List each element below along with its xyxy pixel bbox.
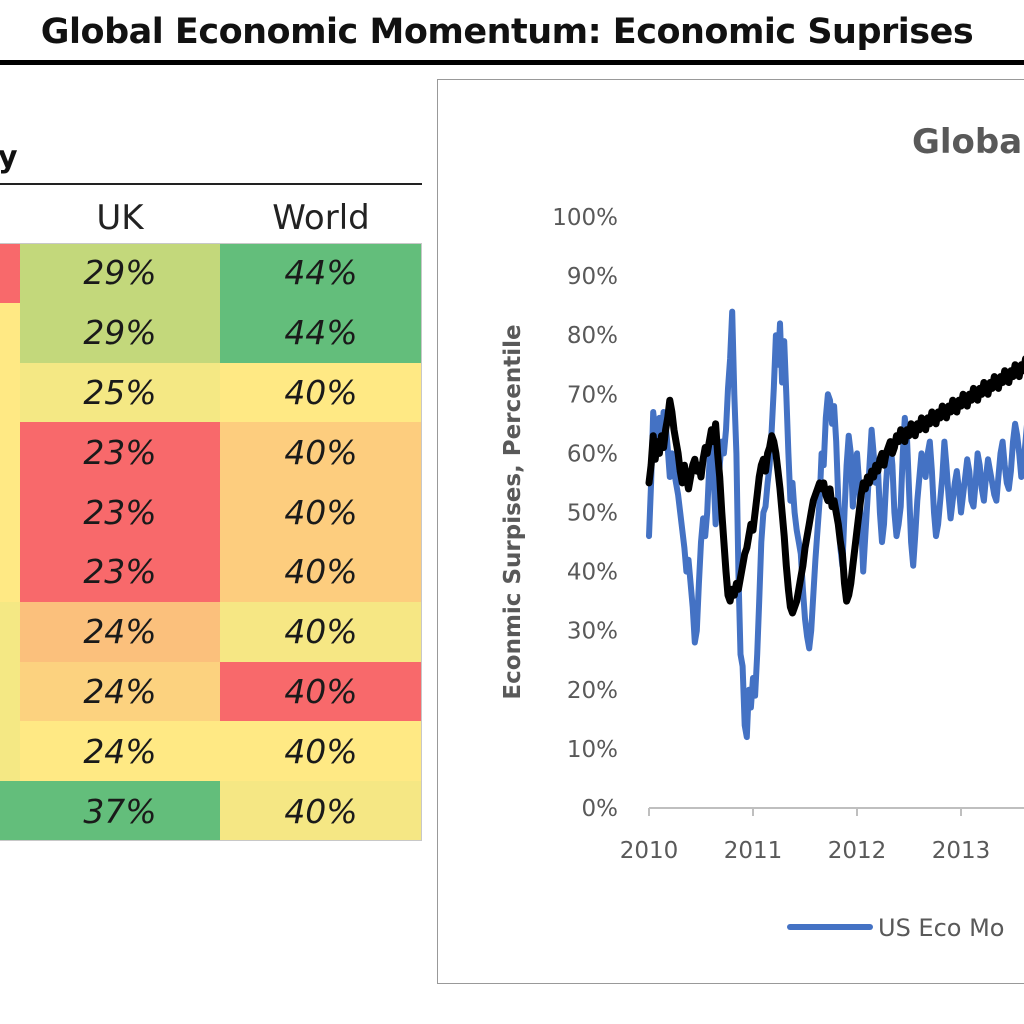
row-lead-cell [0,542,20,602]
cell-uk: 23% [20,542,220,602]
table-row: 25% 40% [0,362,422,423]
cell-world: 44% [220,302,422,363]
x-tick-label: 2012 [828,838,887,864]
cell-uk: 24% [20,661,220,722]
series-line-global [645,355,1024,617]
row-lead-cell [0,362,20,423]
y-tick-label: 30% [567,619,618,645]
table-row: 24% 40% [0,601,422,662]
table-row: 37% 40% [0,781,422,841]
cell-world: 44% [220,243,422,303]
row-lead-cell [0,661,20,722]
column-header-world: World [272,198,370,238]
table-row: 23% 40% [0,422,422,483]
y-tick-label: 20% [567,678,618,704]
y-tick-label: 100% [552,205,618,231]
cell-uk: 29% [20,302,220,363]
cell-world: 40% [220,721,422,782]
cell-world: 40% [220,781,422,841]
x-tick-label: 2010 [620,838,679,864]
y-tick-label: 70% [567,382,618,408]
row-lead-cell [0,302,20,363]
row-lead-cell [0,243,20,303]
heatmap-table: 29% 44% 29% 44% 25% 40% 23% 40% 23% 40% 23% 40% 24% 4… [0,243,422,841]
cell-world: 40% [220,661,422,722]
table-row: 24% 40% [0,721,422,782]
cell-uk: 24% [20,721,220,782]
x-tick-label: 2011 [724,838,783,864]
page-title: Global Economic Momentum: Economic Supri… [40,12,974,52]
row-lead-cell [0,482,20,542]
y-axis-label: Econmic Surpises, Percentile [500,324,526,699]
table-heading-divider [0,183,422,185]
table-row: 23% 40% [0,542,422,602]
line-chart: Globa Econmic Surpises, Percentile 100% 90%… [500,122,1024,942]
cell-uk: 25% [20,362,220,423]
y-tick-label: 60% [567,441,618,467]
table-row: 29% 44% [0,243,422,303]
cell-world: 40% [220,482,422,542]
cell-world: 40% [220,542,422,602]
cell-world: 40% [220,422,422,483]
table-heading: y [0,140,18,175]
y-tick-label: 10% [567,737,618,763]
cell-uk: 23% [20,482,220,542]
table-row: 29% 44% [0,302,422,363]
column-header-uk: UK [96,198,144,238]
chart-title: Globa [912,122,1022,162]
y-tick-label: 80% [567,323,618,349]
row-lead-cell [0,781,20,841]
y-tick-label: 90% [567,264,618,290]
x-tick-label: 2013 [932,838,991,864]
cell-uk: 29% [20,243,220,303]
cell-uk: 23% [20,422,220,483]
table-row: 23% 40% [0,482,422,542]
title-divider [0,60,1024,65]
y-tick-label: 40% [567,560,618,586]
cell-uk: 24% [20,601,220,662]
table-row: 24% 40% [0,661,422,722]
y-tick-label: 50% [567,501,618,527]
row-lead-cell [0,721,20,782]
cell-world: 40% [220,362,422,423]
y-tick-label: 0% [582,796,619,822]
row-lead-cell [0,422,20,483]
legend-label: US Eco Mo [878,914,1005,942]
row-lead-cell [0,601,20,662]
cell-world: 40% [220,601,422,662]
chart-panel: Globa Econmic Surpises, Percentile 100% 90%… [437,79,1024,984]
cell-uk: 37% [20,781,220,841]
